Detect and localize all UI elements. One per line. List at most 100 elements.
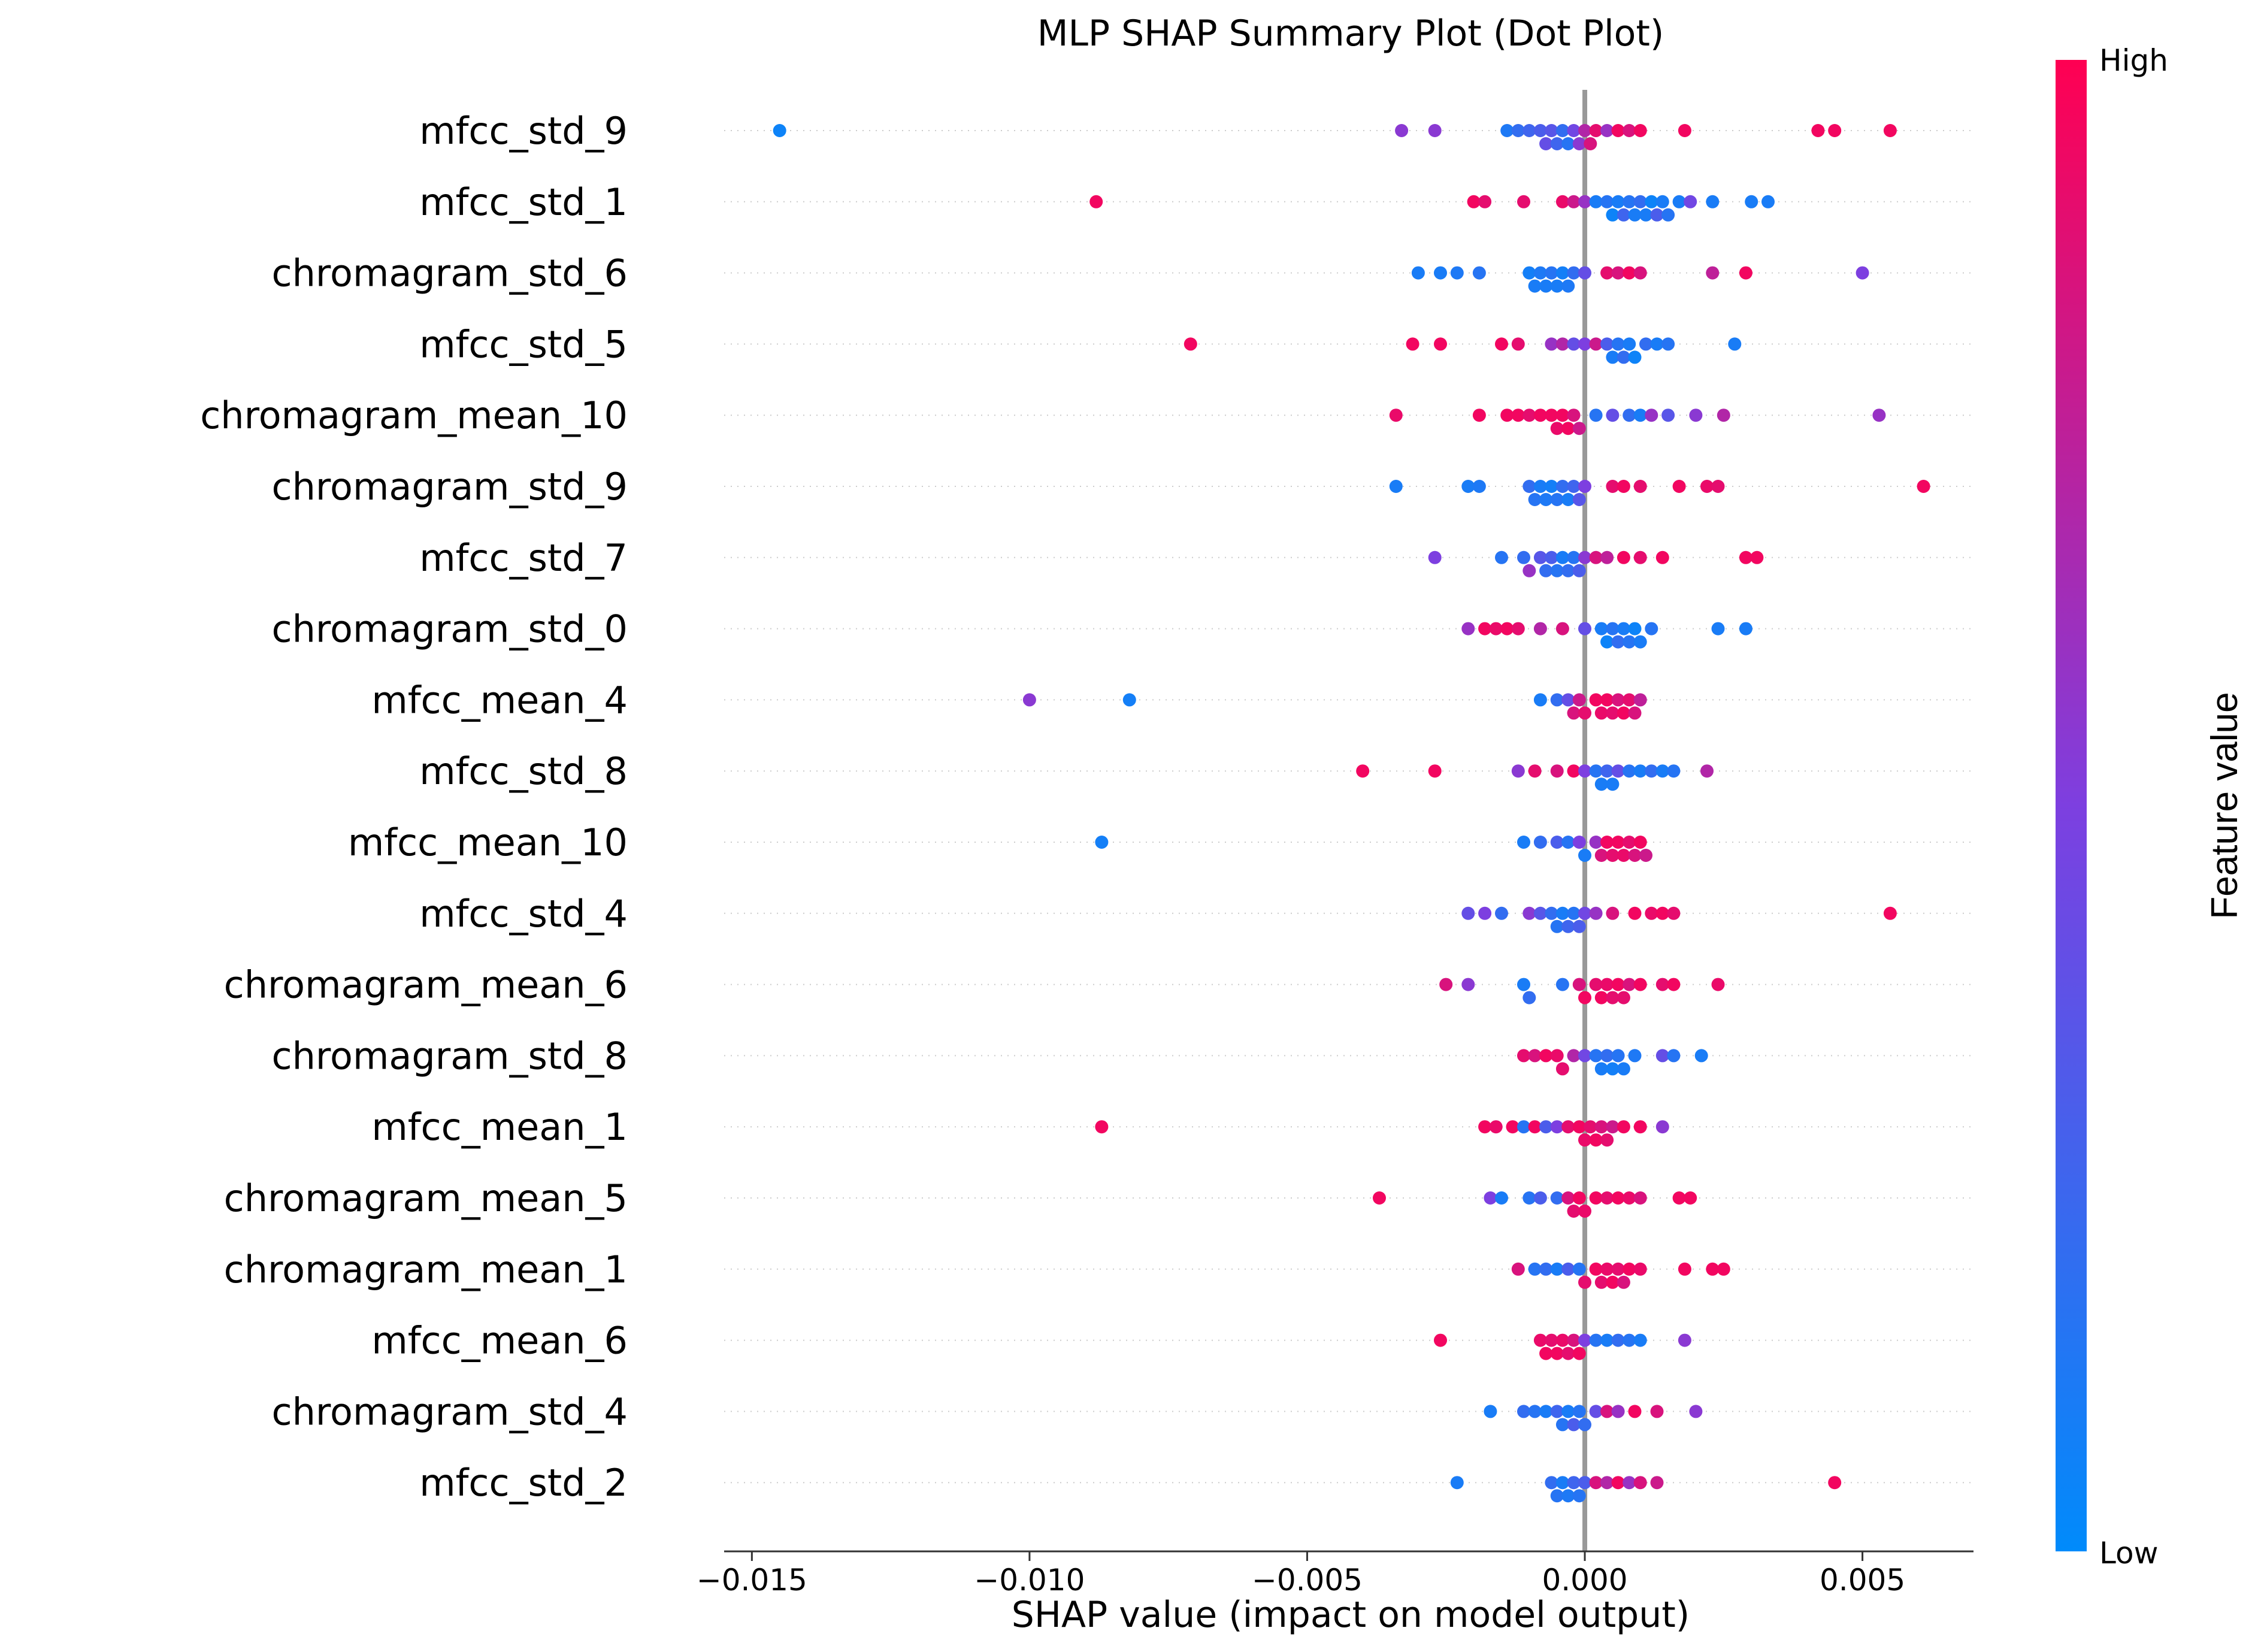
dot-chromagram_std_8-9 <box>1600 1049 1614 1063</box>
dot-mfcc_std_4-8 <box>1561 919 1575 933</box>
dot-mfcc_std_4-16 <box>1655 906 1669 920</box>
dot-chromagram_std_6-16 <box>1623 266 1636 280</box>
dot-mfcc_std_7-4 <box>1533 550 1547 564</box>
dot-mfcc_std_2-6 <box>1572 1489 1586 1503</box>
dot-mfcc_mean_4-8 <box>1589 693 1603 707</box>
dot-chromagram_std_9-5 <box>1533 480 1547 493</box>
dot-mfcc_std_9-24 <box>1883 124 1897 137</box>
dot-mfcc_mean_6-2 <box>1539 1347 1553 1360</box>
dot-chromagram_mean_1-13 <box>1623 1262 1636 1276</box>
dot-chromagram_mean_10-9 <box>1561 422 1575 435</box>
dot-mfcc_std_9-18 <box>1611 124 1625 137</box>
dot-mfcc_std_1-19 <box>1661 208 1675 222</box>
dot-mfcc_std_1-22 <box>1706 195 1720 208</box>
dot-chromagram_std_0-17 <box>1711 622 1725 636</box>
dot-mfcc_mean_1-11 <box>1584 1120 1597 1134</box>
dot-mfcc_mean_6-12 <box>1611 1333 1625 1347</box>
dot-mfcc_mean_1-0 <box>1095 1120 1109 1134</box>
dot-mfcc_std_2-7 <box>1578 1476 1591 1490</box>
dot-mfcc_std_4-0 <box>1461 906 1475 920</box>
dot-mfcc_std_9-16 <box>1589 124 1603 137</box>
dot-mfcc_std_2-4 <box>1561 1489 1575 1503</box>
dot-chromagram_std_6-15 <box>1611 266 1625 280</box>
dot-chromagram_std_4-11 <box>1600 1405 1614 1418</box>
dot-mfcc_mean_4-5 <box>1567 706 1581 720</box>
dot-chromagram_std_4-2 <box>1528 1405 1542 1418</box>
dot-mfcc_mean_10-2 <box>1533 836 1547 849</box>
dot-mfcc_mean_6-14 <box>1633 1333 1647 1347</box>
dot-mfcc_std_9-17 <box>1600 124 1614 137</box>
dot-mfcc_mean_1-4 <box>1517 1120 1530 1134</box>
dot-chromagram_mean_10-0 <box>1389 409 1403 422</box>
dot-mfcc_std_4-17 <box>1667 906 1681 920</box>
dot-mfcc_std_9-14 <box>1578 124 1591 137</box>
dot-chromagram_mean_1-10 <box>1606 1275 1620 1289</box>
dot-chromagram_std_0-13 <box>1623 635 1636 649</box>
dot-mfcc_std_9-0 <box>773 124 786 137</box>
dot-mfcc_std_2-2 <box>1550 1489 1564 1503</box>
dot-mfcc_std_5-9 <box>1589 337 1603 351</box>
dot-chromagram_mean_10-12 <box>1589 409 1603 422</box>
dot-chromagram_mean_1-12 <box>1617 1275 1630 1289</box>
dot-chromagram_mean_5-9 <box>1578 1205 1591 1218</box>
dot-chromagram_mean_6-4 <box>1555 978 1569 991</box>
dot-mfcc_std_7-6 <box>1545 550 1558 564</box>
dot-mfcc_std_4-9 <box>1567 906 1581 920</box>
dot-chromagram_mean_6-15 <box>1655 978 1669 991</box>
dot-mfcc_std_4-3 <box>1523 906 1536 920</box>
dot-mfcc_mean_4-6 <box>1572 693 1586 707</box>
dot-mfcc_std_5-11 <box>1606 350 1620 364</box>
dot-chromagram_std_4-14 <box>1650 1405 1664 1418</box>
dot-chromagram_std_6-12 <box>1567 266 1581 280</box>
dot-mfcc_std_7-11 <box>1572 564 1586 577</box>
dot-mfcc_std_8-4 <box>1550 764 1564 778</box>
dot-mfcc_std_2-1 <box>1545 1476 1558 1490</box>
dot-chromagram_mean_6-0 <box>1439 978 1453 991</box>
dot-mfcc_mean_4-0 <box>1022 693 1036 707</box>
dot-chromagram_std_0-3 <box>1500 622 1514 636</box>
dot-mfcc_std_5-14 <box>1623 337 1636 351</box>
dot-mfcc_std_7-9 <box>1561 564 1575 577</box>
dot-chromagram_mean_5-3 <box>1523 1191 1536 1205</box>
dot-chromagram_std_9-11 <box>1567 480 1581 493</box>
dot-mfcc_std_5-12 <box>1611 337 1625 351</box>
dot-chromagram_std_6-10 <box>1555 266 1569 280</box>
dot-mfcc_mean_1-15 <box>1606 1120 1620 1134</box>
dot-mfcc_mean_10-7 <box>1589 836 1603 849</box>
dot-mfcc_mean_10-11 <box>1611 836 1625 849</box>
dot-chromagram_mean_1-11 <box>1611 1262 1625 1276</box>
dot-mfcc_mean_10-16 <box>1639 849 1652 862</box>
dot-mfcc_std_2-5 <box>1567 1476 1581 1490</box>
dot-chromagram_mean_5-5 <box>1550 1191 1564 1205</box>
dot-mfcc_std_7-5 <box>1539 564 1553 577</box>
dot-chromagram_mean_10-15 <box>1633 409 1647 422</box>
dot-mfcc_std_8-16 <box>1667 764 1681 778</box>
feature-label-mfcc_std_7: mfcc_std_7 <box>419 536 628 580</box>
dot-mfcc_mean_1-10 <box>1578 1133 1591 1147</box>
dot-mfcc_mean_10-13 <box>1623 836 1636 849</box>
dot-mfcc_std_5-19 <box>1728 337 1742 351</box>
dot-chromagram_std_4-3 <box>1539 1405 1553 1418</box>
feature-label-mfcc_mean_10: mfcc_mean_10 <box>348 821 628 864</box>
dot-mfcc_std_5-0 <box>1184 337 1197 351</box>
dot-chromagram_std_8-6 <box>1578 1049 1591 1063</box>
dot-mfcc_std_5-8 <box>1578 337 1591 351</box>
dot-mfcc_std_1-8 <box>1600 195 1614 208</box>
dot-mfcc_std_1-21 <box>1684 195 1697 208</box>
dot-chromagram_std_9-20 <box>1917 480 1930 493</box>
dot-mfcc_std_1-0 <box>1089 195 1103 208</box>
dot-chromagram_mean_10-17 <box>1661 409 1675 422</box>
dot-mfcc_mean_6-9 <box>1578 1333 1591 1347</box>
dot-chromagram_std_6-6 <box>1533 266 1547 280</box>
dot-mfcc_std_4-1 <box>1478 906 1492 920</box>
dot-chromagram_std_0-18 <box>1739 622 1752 636</box>
dot-mfcc_mean_6-10 <box>1589 1333 1603 1347</box>
dot-chromagram_mean_1-2 <box>1539 1262 1553 1276</box>
row-gridlines <box>724 130 1974 1484</box>
dot-mfcc_std_9-5 <box>1523 124 1536 137</box>
dot-chromagram_std_0-8 <box>1594 622 1608 636</box>
feature-label-chromagram_mean_10: chromagram_mean_10 <box>200 394 628 437</box>
feature-label-mfcc_std_8: mfcc_std_8 <box>419 749 628 793</box>
dot-chromagram_mean_6-12 <box>1617 991 1630 1004</box>
dot-mfcc_std_4-14 <box>1628 906 1642 920</box>
